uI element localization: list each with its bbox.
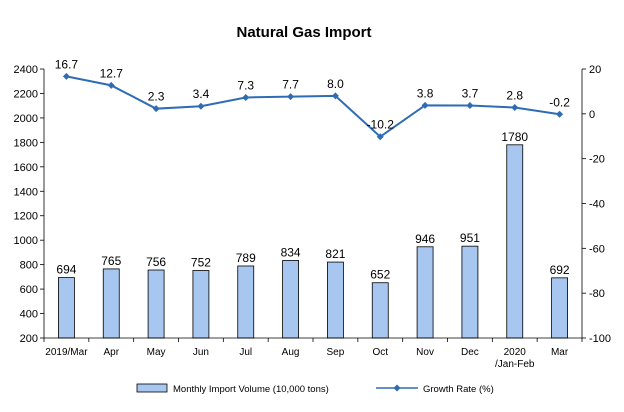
bar [371, 282, 389, 339]
x-tick-label: May [147, 347, 166, 358]
bar-value-label: 1780 [501, 130, 528, 144]
legend-bar-swatch [136, 383, 168, 393]
growth-rate-point [556, 110, 564, 118]
growth-rate-point [331, 92, 339, 100]
x-tick-label: 2019/Mar [45, 347, 88, 358]
growth-rate-label: -10.2 [367, 118, 395, 132]
left-tick-label: 800 [20, 260, 38, 272]
bar-value-label: 789 [236, 251, 256, 265]
bar [551, 277, 568, 339]
growth-rate-point [421, 101, 429, 109]
growth-rate-label: 7.7 [282, 78, 299, 92]
growth-rate-label: 2.3 [148, 90, 165, 104]
bars-group: 694 765 756 752 789 834 821 652 946 951 1780 692 [56, 130, 570, 339]
left-tick-label: 1800 [14, 137, 38, 149]
right-tick-label: 0 [589, 109, 595, 121]
growth-rate-point [107, 81, 115, 89]
growth-rate-label: 3.7 [462, 87, 479, 101]
growth-rate-point [152, 105, 160, 113]
growth-rate-label: 12.7 [100, 66, 124, 80]
bar [461, 245, 479, 339]
x-tick-label: Apr [103, 347, 119, 358]
growth-rate-point [376, 133, 384, 141]
left-tick-label: 1000 [14, 235, 38, 247]
legend-line-label: Growth Rate (%) [423, 384, 494, 395]
growth-rate-point [287, 93, 295, 101]
left-tick-label: 400 [20, 309, 38, 321]
left-tick-label: 1200 [14, 211, 38, 223]
bar-value-label: 951 [460, 231, 480, 245]
bar-value-label: 834 [281, 245, 301, 259]
right-tick-label: -80 [589, 288, 605, 300]
growth-rate-point [242, 93, 250, 101]
left-tick-label: 2400 [14, 64, 38, 76]
bar-value-label: 821 [325, 247, 345, 261]
bar-value-label: 756 [146, 255, 166, 269]
bar [237, 265, 255, 339]
line-group: 16.7 12.7 2.3 3.4 7.3 7.7 8.0 -10.2 3.8 3.7 2.8 -0.… [55, 57, 570, 141]
bar-value-label: 765 [101, 254, 121, 268]
growth-rate-point [62, 72, 70, 80]
legend-line-marker [393, 384, 401, 392]
growth-rate-label: 16.7 [55, 57, 79, 71]
x-tick-label: Jun [193, 347, 209, 358]
growth-rate-point [511, 104, 519, 112]
right-tick-label: -100 [589, 333, 611, 345]
growth-rate-point [197, 102, 205, 110]
legend-bar-label: Monthly Import Volume (10,000 tons) [173, 384, 329, 395]
left-tick-label: 1600 [14, 162, 38, 174]
x-tick-label: Dec [461, 347, 479, 358]
x-tick-label: 2020 [504, 347, 527, 358]
axes-group: 2004006008001000120014001600180020002200… [14, 64, 612, 370]
bar [147, 269, 165, 339]
right-tick-label: 20 [589, 64, 601, 76]
bar [506, 144, 524, 339]
left-tick-label: 200 [20, 333, 38, 345]
growth-rate-label: -0.2 [549, 95, 570, 109]
left-tick-label: 1400 [14, 186, 38, 198]
bar [327, 261, 344, 339]
bar [282, 260, 299, 339]
right-tick-label: -60 [589, 243, 605, 255]
legend: Monthly Import Volume (10,000 tons) Grow… [136, 383, 494, 395]
x-tick-label: Oct [372, 347, 388, 358]
left-tick-label: 2200 [14, 88, 38, 100]
growth-rate-label: 2.8 [506, 89, 523, 103]
left-tick-label: 600 [20, 284, 38, 296]
bar [102, 268, 120, 339]
right-tick-label: -20 [589, 154, 605, 166]
growth-rate-label: 7.3 [237, 78, 254, 92]
x-tick-label: Jul [239, 347, 252, 358]
growth-rate-label: 8.0 [327, 77, 344, 91]
x-tick-label: Aug [282, 347, 300, 358]
bar [58, 277, 75, 339]
bar [416, 246, 434, 339]
chart-title: Natural Gas Import [236, 24, 371, 41]
bar-value-label: 692 [550, 263, 570, 277]
growth-rate-point [466, 102, 474, 110]
x-tick-label: Sep [327, 347, 345, 358]
bar-value-label: 652 [370, 268, 390, 282]
x-tick-label: Mar [551, 347, 569, 358]
bar [192, 270, 210, 339]
growth-rate-label: 3.4 [193, 87, 210, 101]
bar-value-label: 946 [415, 232, 435, 246]
growth-rate-line [66, 75, 560, 138]
x-tick-label: Nov [416, 347, 434, 358]
bar-value-label: 752 [191, 256, 211, 270]
x-tick-label: /Jan-Feb [495, 359, 535, 370]
bar-value-label: 694 [56, 263, 76, 277]
growth-rate-label: 3.8 [417, 86, 434, 100]
left-tick-label: 2000 [14, 113, 38, 125]
right-tick-label: -40 [589, 199, 605, 211]
